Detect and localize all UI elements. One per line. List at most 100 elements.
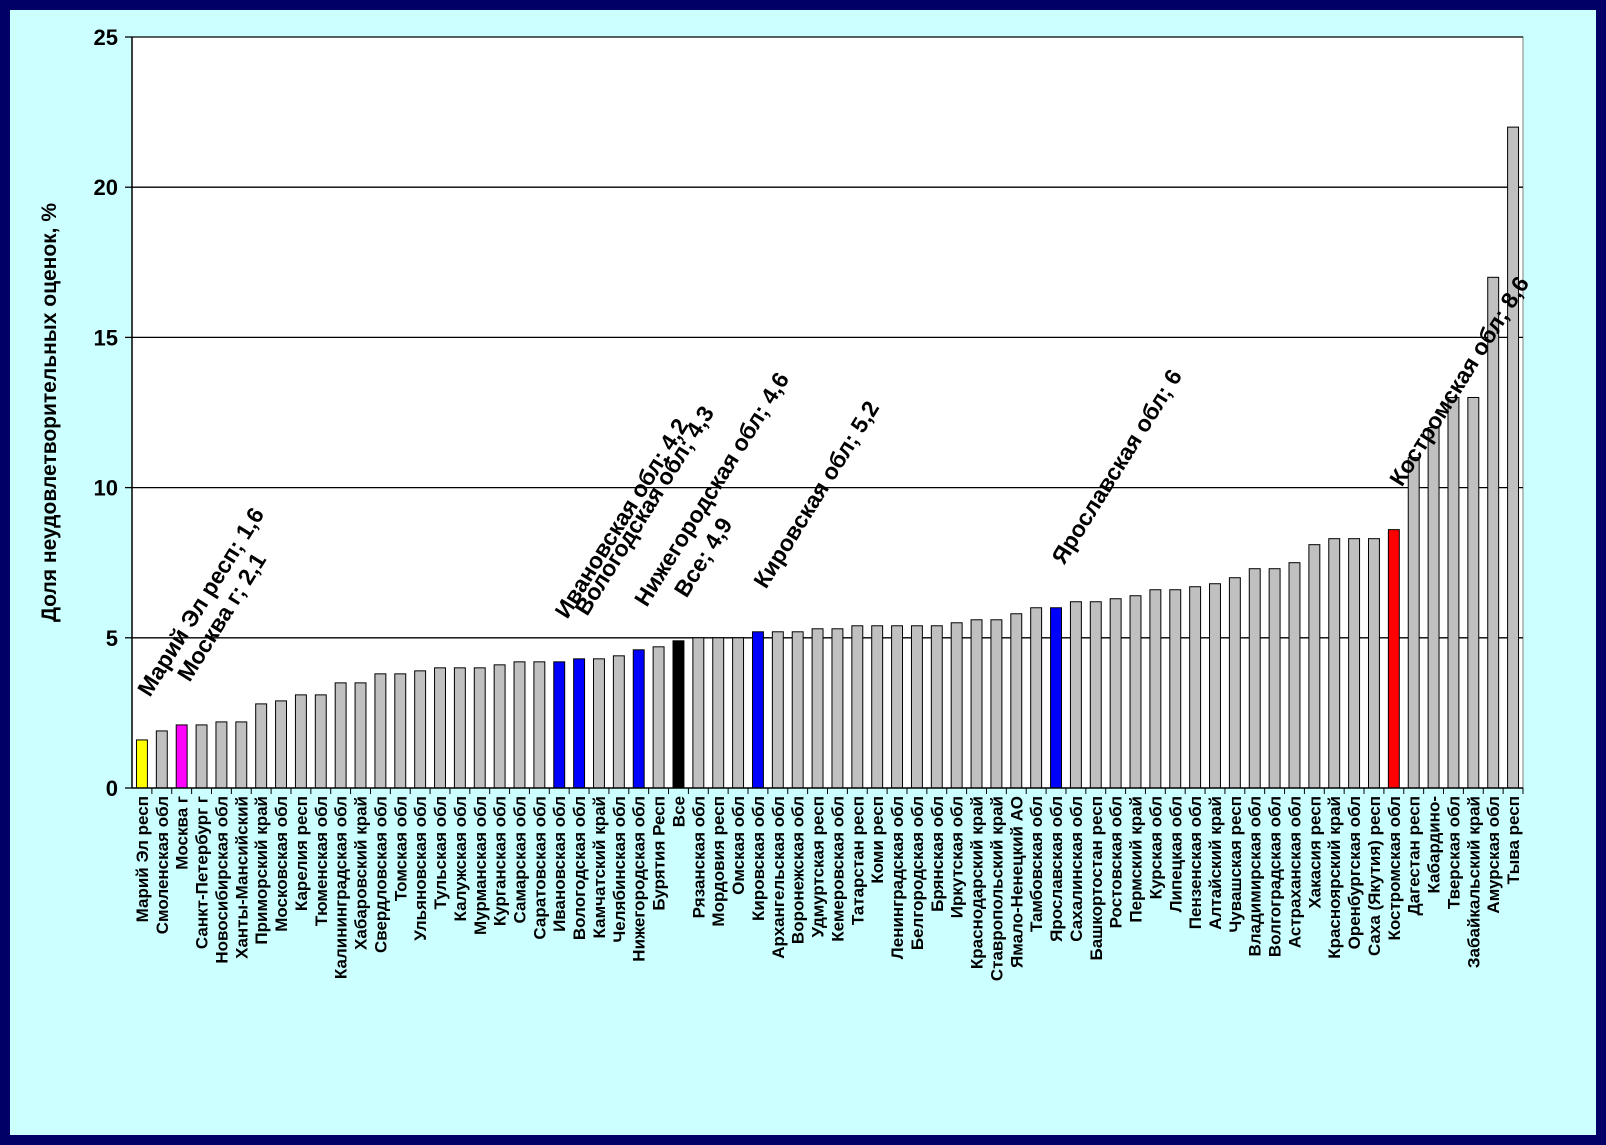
category-label: Калужская обл [451, 796, 470, 921]
category-label: Забайкальский край [1464, 796, 1483, 968]
bar [255, 703, 268, 789]
bar [573, 658, 586, 789]
category-label: Костромская обл [1385, 796, 1404, 941]
category-label: Камчатский край [590, 796, 609, 938]
category-label: Курская обл [1146, 796, 1165, 899]
category-labels: Марий Эл респ Смоленская обл Москва г Санкт… [133, 796, 1523, 981]
bar [1507, 126, 1520, 789]
y-tick-label: 10 [94, 476, 118, 501]
category-label: Брянская обл [928, 796, 947, 912]
bar [1209, 583, 1221, 789]
category-label: Алтайский край [1206, 796, 1225, 930]
category-label: Приморский край [252, 796, 271, 945]
bar [334, 682, 347, 789]
bar [294, 694, 307, 789]
y-tick-label: 15 [94, 325, 118, 350]
bar [553, 661, 566, 789]
category-label: Москва г [173, 796, 192, 870]
bar [215, 721, 228, 789]
category-label: Челябинская обл [610, 796, 629, 943]
chart-frame: 0 5 10 15 20 25 Марий Эл респ Смоленская обл Мо… [10, 10, 1596, 1135]
bar [990, 619, 1003, 789]
category-label: Татарстан респ [848, 796, 867, 925]
category-label: Санкт-Петербург г [193, 796, 212, 949]
category-label: Ленинградская обл [888, 796, 907, 959]
category-label: Сахалинская обл [1067, 796, 1086, 942]
bar [1328, 538, 1341, 789]
bar [1149, 589, 1162, 789]
category-label: Астраханская обл [1285, 796, 1304, 948]
bar [950, 622, 963, 789]
category-label: Кемеровская обл [828, 796, 847, 942]
bar [1308, 544, 1321, 789]
category-label: Пензенская обл [1186, 796, 1205, 929]
category-label: Ярославская обл [1047, 796, 1066, 942]
bar [1228, 577, 1241, 789]
bar [394, 673, 407, 789]
category-label: Амурская обл [1484, 796, 1503, 914]
bar [434, 667, 446, 789]
category-label: Архангельская обл [769, 796, 788, 959]
bar [354, 682, 367, 789]
bar [135, 739, 148, 789]
bar [195, 724, 208, 789]
category-label: Саха (Якутия) респ [1365, 796, 1384, 956]
bar [891, 625, 904, 789]
bar [1288, 562, 1301, 789]
category-label: Красноярский край [1325, 796, 1344, 959]
bar [652, 646, 665, 789]
category-label: Тюменская обл [312, 796, 331, 926]
bar [1129, 595, 1142, 789]
bar [612, 655, 625, 789]
bar [155, 730, 168, 789]
category-label: Тыва респ [1504, 796, 1523, 884]
bar [275, 700, 288, 789]
category-label: Мордовия респ [709, 796, 728, 927]
category-label: Краснодарский край [968, 796, 987, 969]
category-label: Калининградская обл [332, 796, 351, 979]
category-label: Все [669, 796, 688, 827]
y-tick-label: 5 [106, 626, 118, 651]
category-label: Хакасия респ [1305, 796, 1324, 909]
bar [314, 694, 327, 789]
y-tick-label: 0 [106, 776, 118, 801]
category-label: Марий Эл респ [133, 796, 152, 922]
category-label: Саратовская обл [530, 796, 549, 940]
category-label: Удмуртская респ [809, 796, 828, 938]
category-label: Ставропольский край [987, 796, 1006, 981]
category-label: Мурманская обл [471, 796, 490, 935]
category-label: Ивановская обл [550, 796, 569, 932]
category-label: Оренбургская обл [1345, 796, 1364, 949]
category-label: Башкортостан респ [1087, 796, 1106, 961]
category-label: Нижегородская обл [630, 796, 649, 962]
category-label: Курганская обл [491, 796, 510, 926]
bar [1050, 607, 1062, 789]
bar [414, 670, 427, 789]
bar [751, 631, 764, 789]
category-label: Тульская обл [431, 796, 450, 910]
bar [970, 619, 983, 789]
category-label: Ульяновская обл [411, 796, 430, 941]
bar [672, 640, 685, 789]
bar [1367, 538, 1380, 789]
y-axis-label: Доля неудовлетворительных оценок, % [38, 203, 61, 622]
bar [1030, 607, 1043, 789]
category-label: Ростовская обл [1107, 796, 1126, 928]
bar [453, 667, 466, 789]
category-label: Воронежская обл [789, 796, 808, 944]
category-label: Кабардино- [1425, 796, 1444, 894]
bar [1427, 427, 1440, 789]
category-label: Московская обл [272, 796, 291, 932]
bar [1109, 598, 1122, 789]
bar [712, 637, 725, 789]
category-label: Кировская обл [749, 796, 768, 921]
category-label: Тверская обл [1444, 796, 1463, 909]
category-label: Владимирская обл [1246, 796, 1265, 957]
category-label: Новосибирская обл [212, 796, 231, 964]
category-label: Томская обл [391, 796, 410, 901]
category-label: Дагестан респ [1405, 796, 1424, 915]
category-label: Бурятия Респ [650, 796, 669, 911]
bar [1268, 568, 1281, 789]
bar [632, 649, 645, 789]
